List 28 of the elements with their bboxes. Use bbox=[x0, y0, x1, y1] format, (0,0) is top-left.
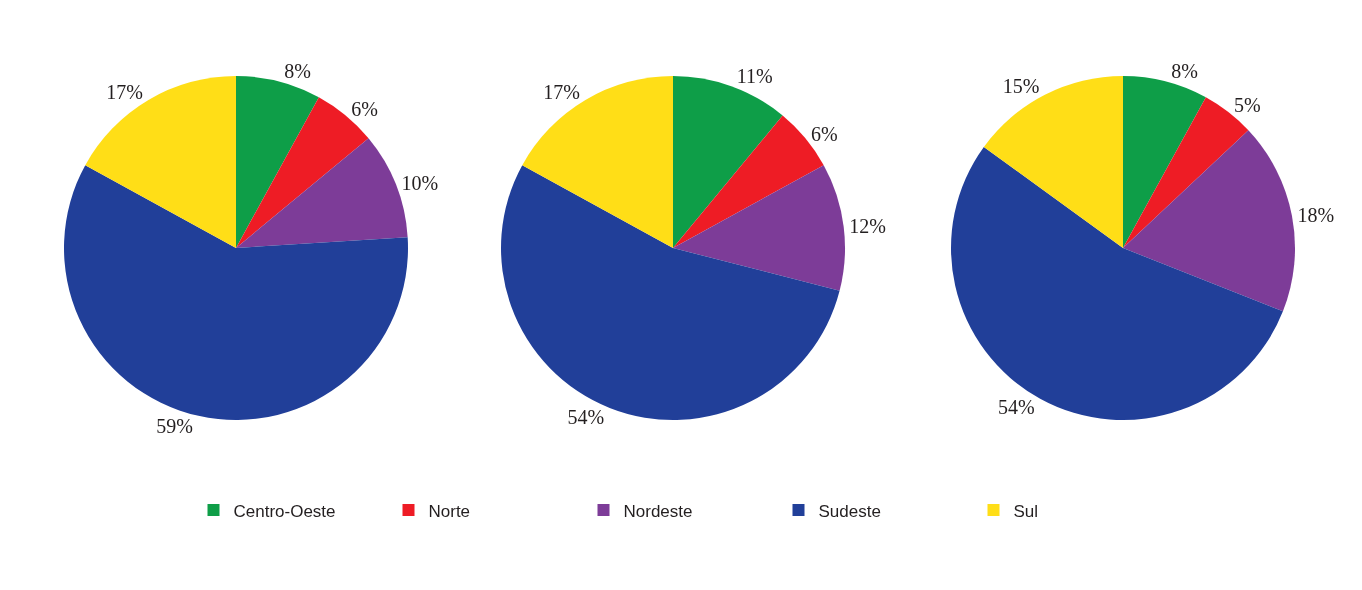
data-label: 54% bbox=[567, 406, 605, 429]
legend-label: Nordeste bbox=[623, 501, 693, 521]
data-label: 59% bbox=[156, 415, 193, 438]
pie-slice bbox=[236, 76, 319, 248]
data-label: 18% bbox=[1297, 204, 1335, 227]
legend-label: Norte bbox=[428, 501, 471, 521]
data-label: 15% bbox=[1002, 75, 1040, 98]
pie-slice bbox=[85, 76, 236, 248]
legend-label: Centro-Oeste bbox=[233, 501, 336, 521]
pie-slice bbox=[1123, 130, 1295, 312]
data-label: 5% bbox=[1233, 94, 1261, 117]
data-label: 8% bbox=[284, 60, 311, 83]
pie-slice bbox=[1123, 76, 1206, 248]
data-label: 8% bbox=[1171, 60, 1198, 83]
legend-label: Sudeste bbox=[818, 501, 881, 521]
data-label: 11% bbox=[736, 65, 773, 88]
pie-slice bbox=[673, 165, 845, 291]
data-label: 54% bbox=[997, 396, 1035, 419]
legend-label: Sul bbox=[1013, 501, 1039, 521]
pie-slice bbox=[983, 76, 1123, 248]
data-label: 12% bbox=[849, 215, 886, 238]
data-label: 6% bbox=[811, 122, 838, 145]
data-label: 17% bbox=[106, 80, 143, 103]
data-label: 10% bbox=[401, 172, 439, 195]
pie-slice bbox=[522, 76, 673, 248]
data-label: 17% bbox=[543, 80, 580, 103]
pie-slice bbox=[951, 146, 1283, 420]
data-label: 6% bbox=[351, 97, 378, 120]
